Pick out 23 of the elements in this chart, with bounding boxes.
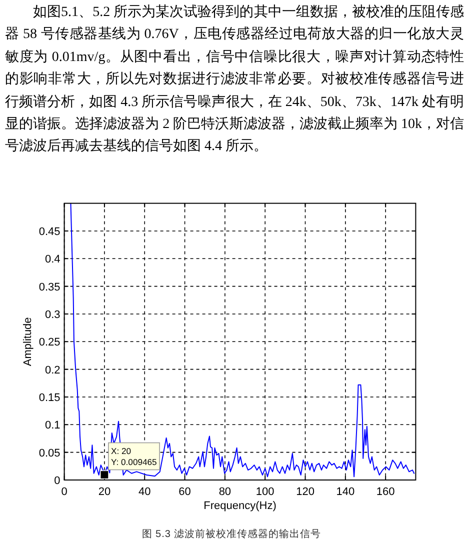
y-tick-label: 0.45 — [38, 226, 60, 238]
annotation: X: 20 Y: 0.009465 — [110, 446, 158, 467]
y-tick-label: 0.05 — [38, 447, 60, 460]
x-tick-label: 120 — [296, 486, 314, 498]
y-axis-title: Amplitude — [22, 317, 34, 366]
x-axis-title: Frequency(Hz) — [204, 500, 276, 512]
x-tick-label: 160 — [376, 486, 395, 498]
x-tick-label: 20 — [98, 486, 111, 498]
x-tick-label: 100 — [256, 486, 274, 498]
y-tick-label: 0.25 — [38, 336, 60, 349]
x-tick-label: 40 — [138, 486, 151, 498]
x-tick-label: 140 — [336, 486, 355, 498]
y-tick-label: 0.1 — [45, 420, 60, 432]
text: 如图5.1、5.2 所示为某次试验得到的其中一组数据，被校准的压阻传感器 58 号传感器基线为 0.76V，压电传感器经过电荷放大器的归一化放大灵敏度为 0.01mv/g。从图中看出，信号中信噪比很大，噪声对计算动态特性的影响非常大，所以先对数据进行滤波非常必要。对被校准传感器信号进行频谱分析，如图 4.3 所示信号噪声很大，在 24k、50k、73k、147k 处有明显的谐振。选择滤波器为 2 阶巴特沃斯滤波器，滤波截止频率为 10k，对信号滤波后再减去基线的信号如图 4.4 所示。 — [5, 3, 464, 156]
y-tick-label: 0.2 — [45, 364, 60, 376]
y-tick-label: 0.4 — [45, 254, 60, 266]
x-tick-label: 80 — [218, 486, 232, 498]
y-tick-label: 0.3 — [45, 308, 60, 321]
y-tick-label: 0.15 — [38, 392, 60, 404]
y-tick-label: 0 — [54, 475, 60, 487]
text: 图 5.3 滤波前被校准传感器的输出信号 — [142, 528, 322, 540]
y-tick-label: 0.35 — [38, 281, 60, 294]
x-tick-label: 60 — [178, 486, 191, 498]
